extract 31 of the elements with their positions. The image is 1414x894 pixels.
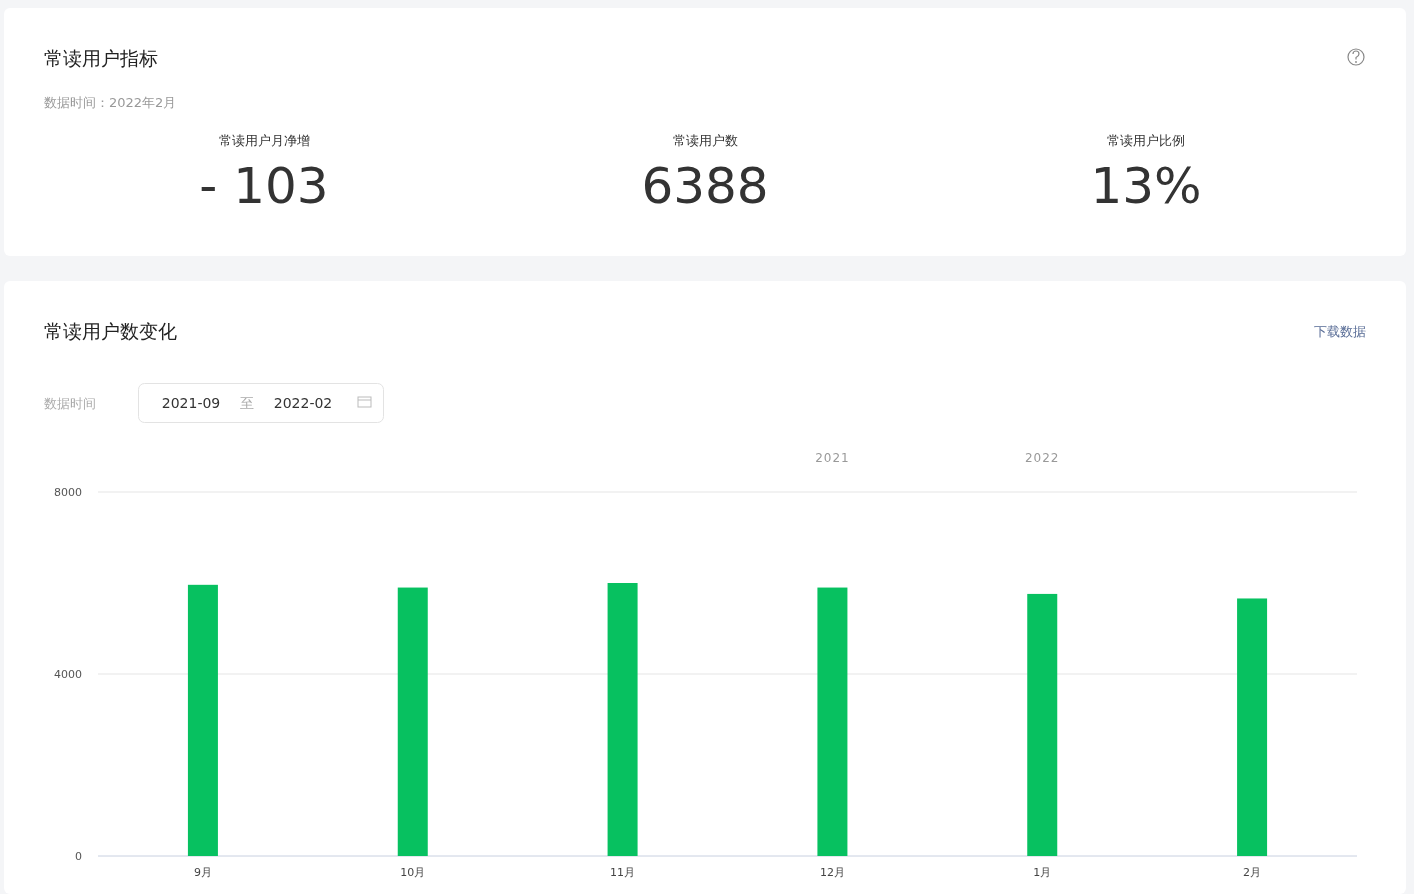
x-tick-label: 9月 bbox=[193, 866, 212, 879]
bar bbox=[1237, 598, 1268, 856]
x-tick-label: 1月 bbox=[1033, 866, 1052, 879]
text: 2021-09 bbox=[161, 395, 221, 411]
y-tick-label: 4000 bbox=[54, 668, 82, 681]
text: 6388 bbox=[641, 157, 769, 215]
text: 13% bbox=[1090, 157, 1202, 215]
text: 下载数据 bbox=[1314, 324, 1366, 339]
bar bbox=[397, 587, 428, 856]
text: 常读用户月净增 bbox=[218, 133, 310, 148]
y-tick-label: 0 bbox=[75, 850, 82, 863]
bar bbox=[187, 584, 218, 856]
text: 2021 bbox=[815, 451, 850, 465]
y-tick-label: 8000 bbox=[54, 486, 82, 499]
x-tick-label: 10月 bbox=[400, 866, 426, 879]
text: 2022-02 bbox=[273, 395, 333, 411]
text: - 103 bbox=[199, 157, 329, 215]
text: 常读用户比例 bbox=[1107, 133, 1185, 148]
bar bbox=[1027, 593, 1058, 856]
text: 至 bbox=[240, 395, 254, 411]
text: 2022 bbox=[1024, 451, 1060, 465]
text: 数据时间 bbox=[44, 396, 96, 411]
x-tick-label: 11月 bbox=[610, 866, 636, 879]
text: 数据时间：2022年2月 bbox=[44, 95, 177, 110]
bar bbox=[817, 587, 848, 856]
x-tick-label: 2月 bbox=[1243, 866, 1262, 879]
x-tick-label: 12月 bbox=[819, 866, 845, 879]
chart-title: 常读用户数变化 bbox=[44, 320, 177, 342]
bar bbox=[607, 583, 638, 856]
text: 常读用户数 bbox=[672, 133, 738, 148]
text: 常读用户指标 bbox=[44, 47, 158, 69]
